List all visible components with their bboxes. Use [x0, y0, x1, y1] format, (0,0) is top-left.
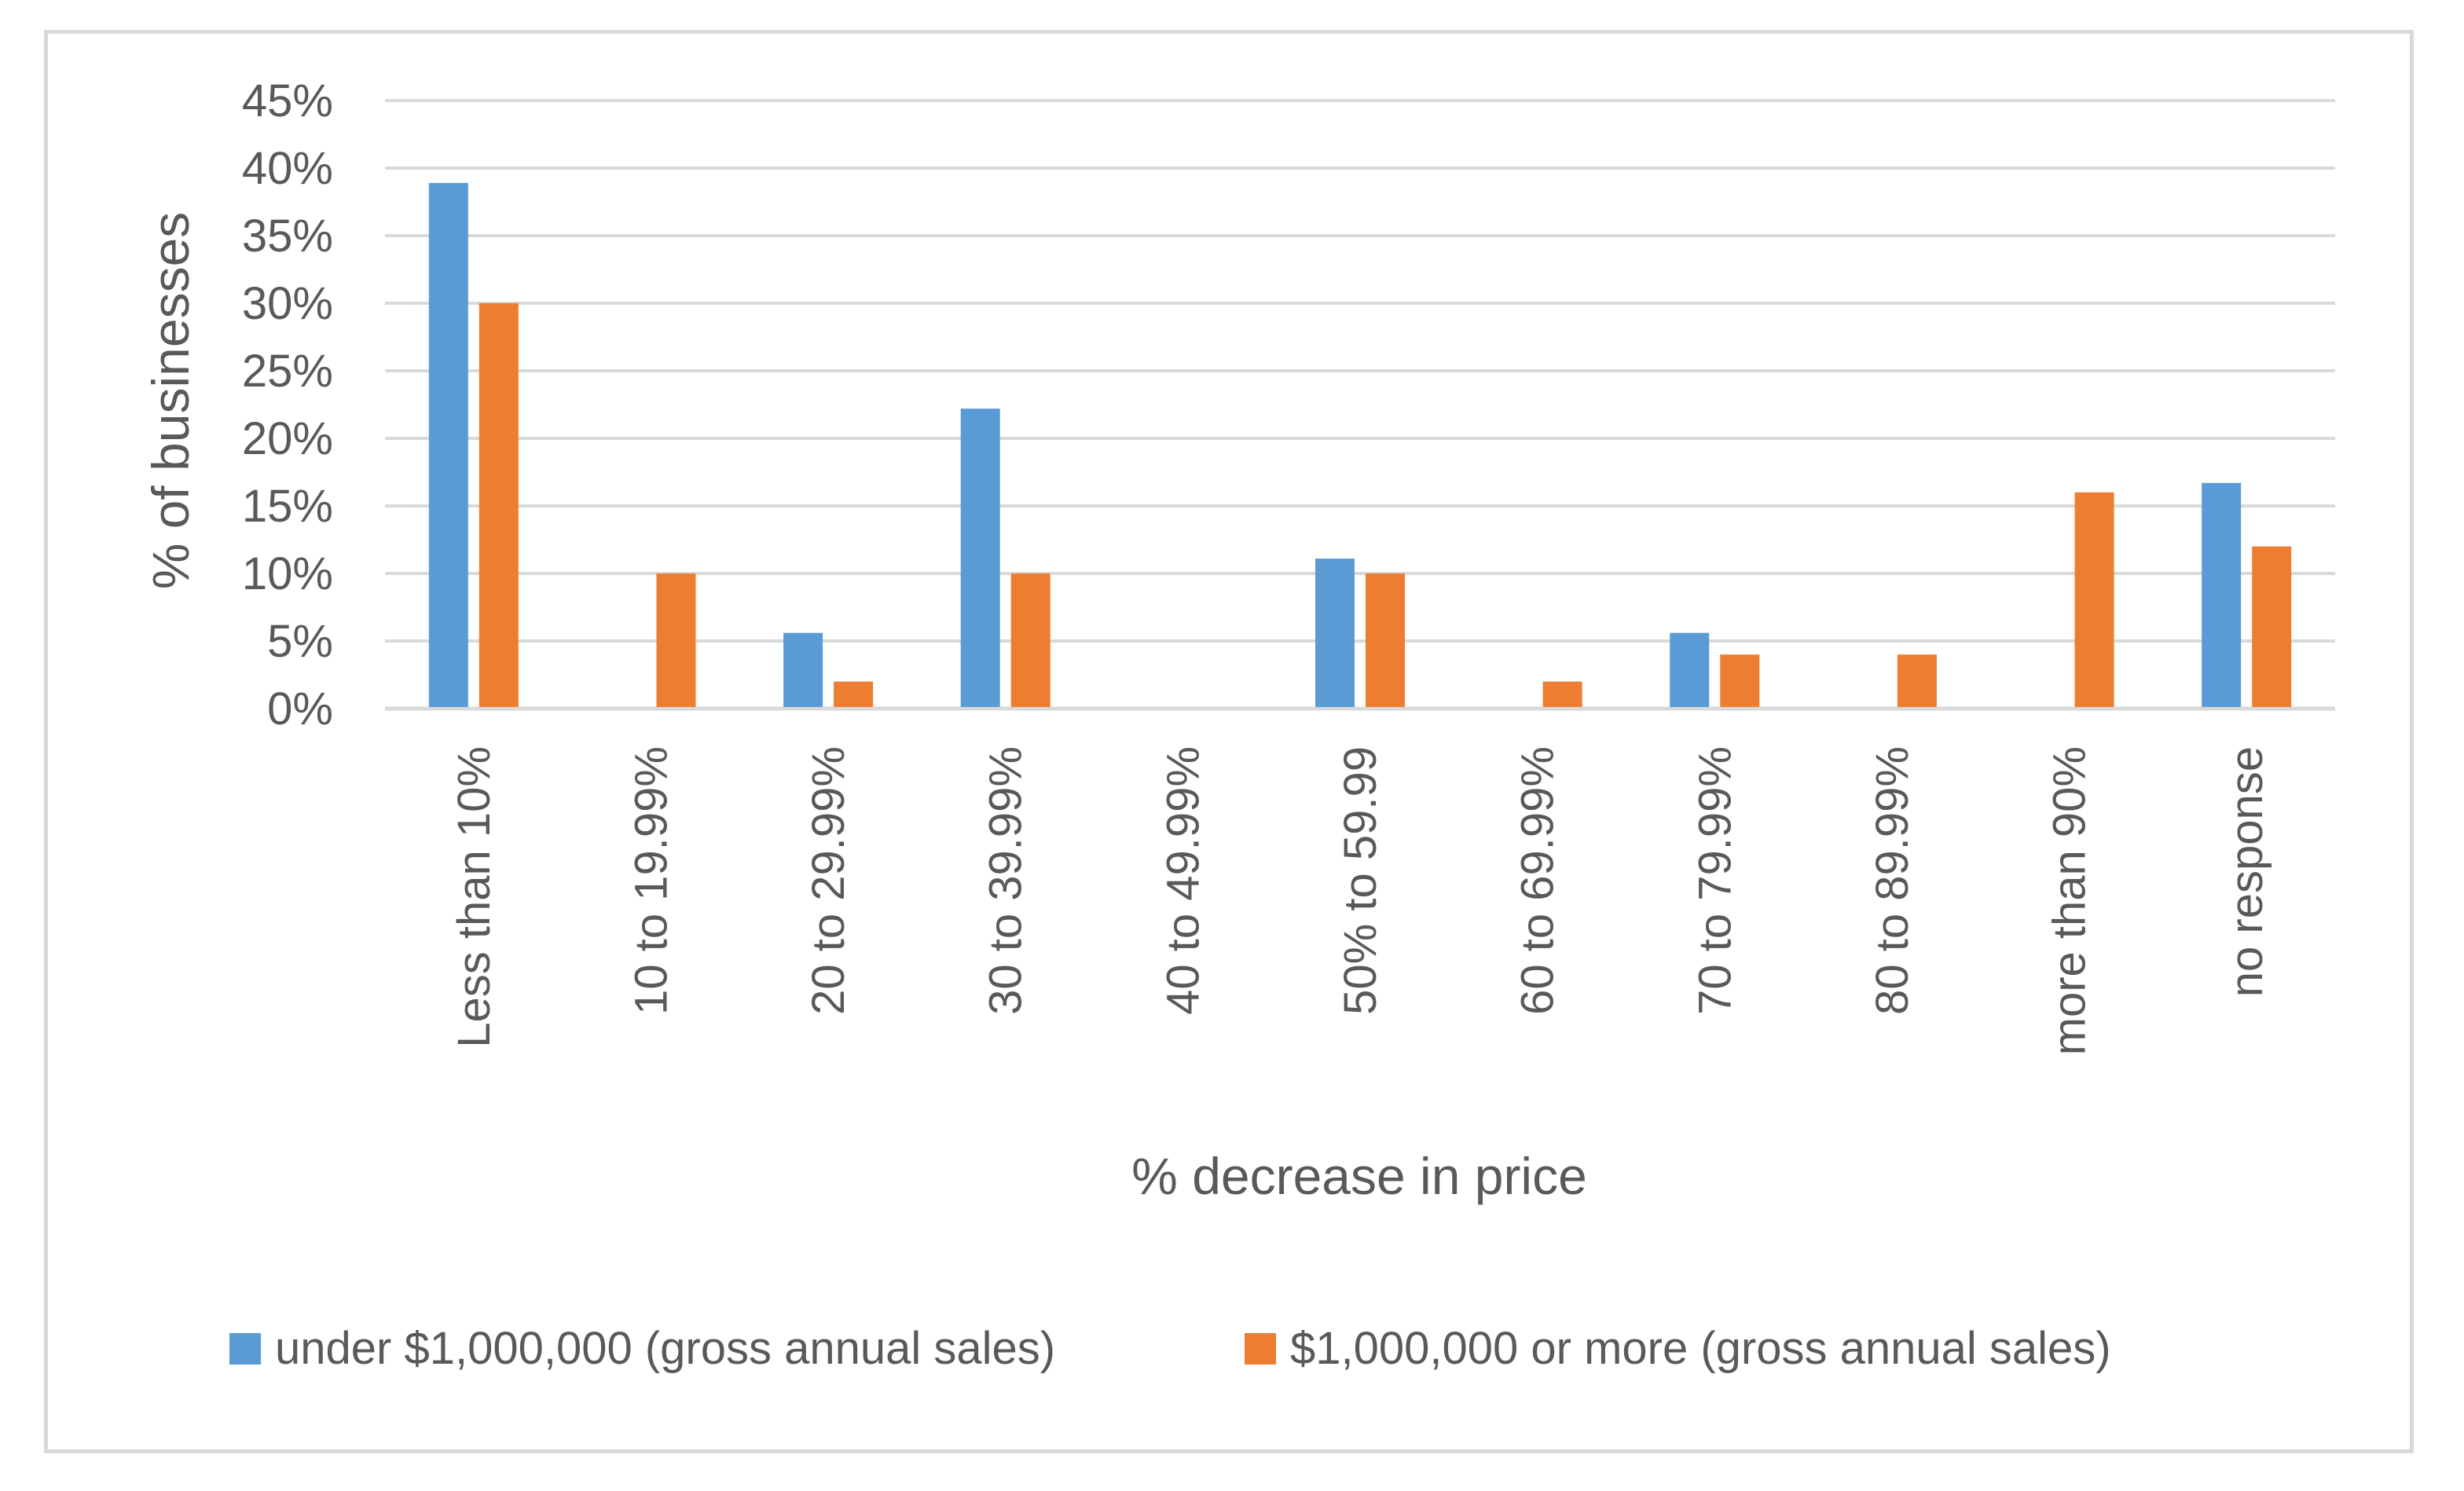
y-tick-label: 0% [267, 683, 333, 735]
y-tick-label: 20% [242, 413, 333, 464]
bar-series-2 [1542, 681, 1582, 707]
bar-series-2 [2252, 546, 2292, 707]
x-tick-label: 40 to 49.99% [1157, 746, 1208, 1015]
bar-series-1 [428, 182, 468, 708]
x-tick-label: 50% to 59.99 [1335, 746, 1386, 1015]
bar-series-1 [1315, 559, 1355, 707]
x-tick-label: 80 to 89.99% [1867, 746, 1918, 1015]
bar-series-1 [2202, 482, 2242, 707]
y-tick-label: 10% [242, 548, 333, 599]
x-axis-title: % decrease in price [1131, 1147, 1587, 1205]
y-tick-label: 45% [242, 75, 333, 126]
bar-series-2 [834, 681, 874, 707]
x-tick-label: 20 to 29.99% [803, 746, 854, 1015]
bar-series-2 [1366, 573, 1405, 707]
bar-series-1 [783, 632, 823, 707]
y-tick-label: 35% [242, 211, 333, 262]
bar-series-1 [960, 408, 1000, 707]
y-tick-label: 30% [242, 278, 333, 329]
x-tick-label: 30 to 39.99% [981, 746, 1032, 1015]
bar-series-2 [478, 303, 519, 707]
x-tick-label: no response [2221, 746, 2272, 997]
bars [428, 182, 2292, 708]
bar-series-2 [2074, 492, 2114, 707]
x-tick-label: 60 to 69.99% [1512, 746, 1564, 1015]
legend: under $1,000,000 (gross annual sales) $1… [229, 1323, 2111, 1374]
y-axis-ticks: 0% 5% 10% 15% 20% 25% 30% 35% 40% 45% [242, 75, 333, 735]
bar-series-2 [1720, 654, 1760, 707]
legend-swatch-series-2 [1245, 1333, 1276, 1365]
legend-label-series-1: under $1,000,000 (gross annual sales) [275, 1323, 1055, 1374]
bar-series-2 [656, 573, 696, 707]
gridlines [385, 99, 2335, 711]
y-tick-label: 25% [242, 346, 333, 397]
y-axis-title: % of businesses [141, 212, 200, 590]
x-tick-label: Less than 10% [449, 746, 500, 1048]
bar-series-2 [1010, 573, 1050, 707]
y-tick-label: 15% [242, 481, 333, 532]
legend-swatch-series-1 [229, 1333, 261, 1365]
x-tick-label: 10 to 19.99% [625, 746, 676, 1015]
bar-series-2 [1897, 654, 1937, 707]
y-tick-label: 5% [267, 616, 333, 667]
legend-label-series-2: $1,000,000 or more (gross annual sales) [1290, 1323, 2111, 1374]
y-tick-label: 40% [242, 143, 333, 194]
x-tick-label: 70 to 79.99% [1689, 746, 1740, 1015]
bar-series-1 [1670, 632, 1710, 707]
x-axis-ticks: Less than 10% 10 to 19.99% 20 to 29.99% 30 … [449, 746, 2272, 1055]
x-tick-label: more than 90% [2044, 746, 2096, 1055]
